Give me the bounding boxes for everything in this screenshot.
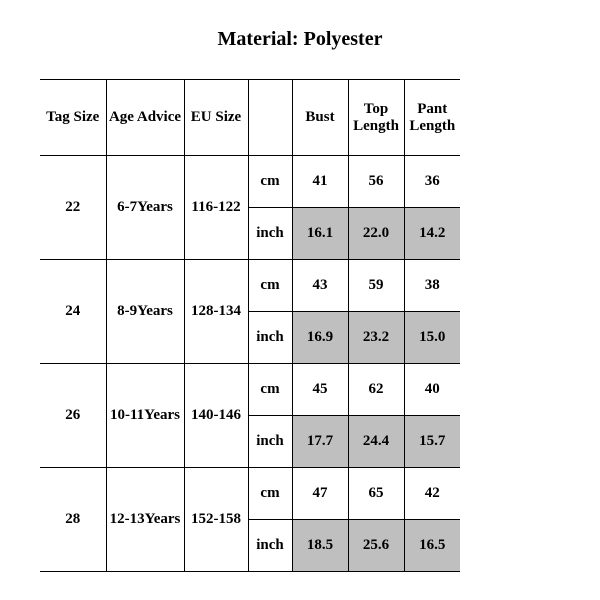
cell-top-length-cm: 65 (348, 468, 404, 520)
col-header-pant-length: Pant Length (404, 80, 460, 156)
cell-unit-cm: cm (248, 468, 292, 520)
table-header-row: Tag Size Age Advice EU Size Bust Top Len… (40, 80, 460, 156)
cell-bust-inch: 18.5 (292, 520, 348, 572)
col-header-eu-size: EU Size (184, 80, 248, 156)
cell-top-length-inch: 24.4 (348, 416, 404, 468)
cell-pant-length-cm: 40 (404, 364, 460, 416)
cell-bust-inch: 16.9 (292, 312, 348, 364)
cell-unit-cm: cm (248, 364, 292, 416)
page-title: Material: Polyester (0, 0, 600, 79)
cell-bust-cm: 45 (292, 364, 348, 416)
cell-eu-size: 140-146 (184, 364, 248, 468)
cell-pant-length-cm: 42 (404, 468, 460, 520)
cell-unit-inch: inch (248, 520, 292, 572)
cell-tag-size: 26 (40, 364, 106, 468)
cell-eu-size: 116-122 (184, 156, 248, 260)
cell-eu-size: 128-134 (184, 260, 248, 364)
cell-top-length-cm: 62 (348, 364, 404, 416)
table-row: 24 8-9Years 128-134 cm 43 59 38 (40, 260, 460, 312)
cell-pant-length-inch: 16.5 (404, 520, 460, 572)
cell-bust-cm: 47 (292, 468, 348, 520)
cell-tag-size: 22 (40, 156, 106, 260)
size-table: Tag Size Age Advice EU Size Bust Top Len… (40, 79, 460, 572)
cell-pant-length-cm: 38 (404, 260, 460, 312)
col-header-top-length: Top Length (348, 80, 404, 156)
cell-tag-size: 24 (40, 260, 106, 364)
col-header-bust: Bust (292, 80, 348, 156)
col-header-tag-size: Tag Size (40, 80, 106, 156)
cell-bust-cm: 43 (292, 260, 348, 312)
cell-unit-inch: inch (248, 208, 292, 260)
cell-pant-length-inch: 15.7 (404, 416, 460, 468)
cell-bust-inch: 16.1 (292, 208, 348, 260)
cell-top-length-inch: 22.0 (348, 208, 404, 260)
cell-top-length-inch: 23.2 (348, 312, 404, 364)
cell-top-length-cm: 59 (348, 260, 404, 312)
table-row: 26 10-11Years 140-146 cm 45 62 40 (40, 364, 460, 416)
cell-top-length-cm: 56 (348, 156, 404, 208)
col-header-unit-blank (248, 80, 292, 156)
table-row: 22 6-7Years 116-122 cm 41 56 36 (40, 156, 460, 208)
cell-bust-inch: 17.7 (292, 416, 348, 468)
cell-bust-cm: 41 (292, 156, 348, 208)
cell-top-length-inch: 25.6 (348, 520, 404, 572)
cell-age-advice: 10-11Years (106, 364, 184, 468)
col-header-age-advice: Age Advice (106, 80, 184, 156)
cell-unit-inch: inch (248, 416, 292, 468)
cell-tag-size: 28 (40, 468, 106, 572)
table-row: 28 12-13Years 152-158 cm 47 65 42 (40, 468, 460, 520)
cell-unit-inch: inch (248, 312, 292, 364)
cell-age-advice: 8-9Years (106, 260, 184, 364)
cell-pant-length-cm: 36 (404, 156, 460, 208)
cell-unit-cm: cm (248, 156, 292, 208)
cell-age-advice: 12-13Years (106, 468, 184, 572)
cell-pant-length-inch: 14.2 (404, 208, 460, 260)
cell-age-advice: 6-7Years (106, 156, 184, 260)
cell-unit-cm: cm (248, 260, 292, 312)
cell-eu-size: 152-158 (184, 468, 248, 572)
cell-pant-length-inch: 15.0 (404, 312, 460, 364)
